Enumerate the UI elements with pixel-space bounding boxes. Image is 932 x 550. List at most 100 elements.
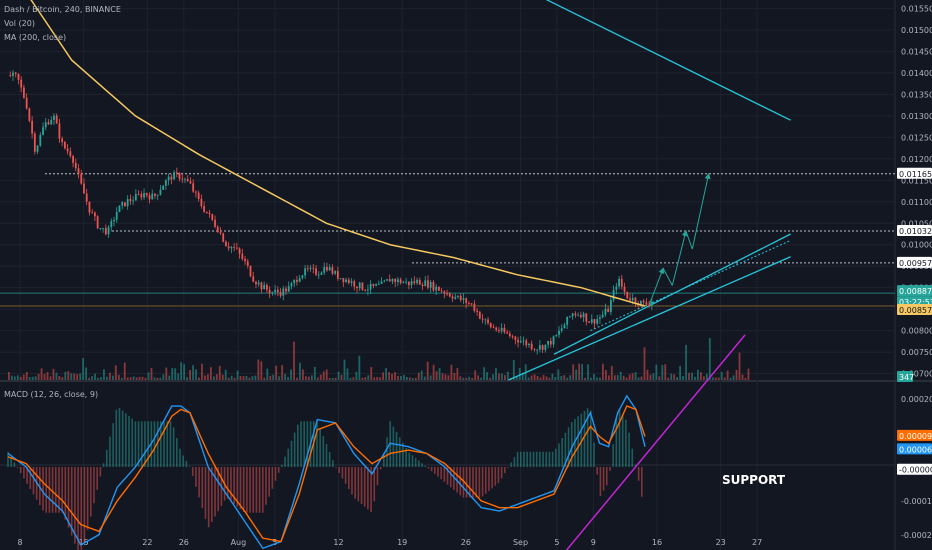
- macd-histogram-bar: [67, 467, 70, 528]
- date-tick-label: Aug: [231, 538, 247, 547]
- macd-histogram-bar: [545, 451, 548, 467]
- volume-bar: [70, 373, 73, 380]
- volume-bar: [676, 377, 679, 380]
- candle-body: [14, 72, 17, 74]
- candle-body: [413, 281, 416, 284]
- date-tick-label: 23: [716, 538, 726, 547]
- macd-histogram-bar: [166, 421, 169, 467]
- candle-body: [293, 279, 296, 284]
- candle-body: [9, 75, 12, 76]
- candle-body: [88, 201, 91, 213]
- macd-histogram-bar: [513, 457, 516, 467]
- candle-body: [454, 296, 457, 299]
- candle-body: [233, 246, 236, 248]
- volume-bar: [313, 366, 316, 380]
- volume-bar: [221, 374, 224, 380]
- volume-bar: [468, 376, 471, 380]
- volume-bar: [602, 363, 604, 380]
- macd-histogram-bar: [281, 464, 283, 467]
- macd-histogram-bar: [226, 467, 229, 499]
- macd-histogram-bar: [284, 456, 286, 467]
- volume-bar: [97, 377, 99, 380]
- volume-bar: [420, 370, 423, 380]
- macd-histogram-bar: [402, 442, 404, 467]
- candle-body: [555, 334, 558, 337]
- volume-bar: [325, 369, 328, 380]
- macd-histogram-bar: [207, 467, 210, 528]
- volume-bar: [165, 367, 168, 380]
- macd-histogram-bar: [602, 467, 605, 491]
- macd-histogram-bar: [609, 467, 611, 471]
- volume-bar: [79, 373, 82, 380]
- macd-histogram-bar: [532, 451, 535, 467]
- volume-bar: [189, 370, 191, 380]
- macd-axis-label: -0.000008: [899, 466, 932, 475]
- price-axis-label: 0.008873: [899, 287, 932, 296]
- volume-bar: [625, 377, 628, 380]
- volume-bar: [590, 377, 592, 380]
- macd-histogram-bar: [77, 467, 79, 550]
- volume-bar: [37, 373, 40, 380]
- candle-body: [541, 345, 544, 350]
- candle-body: [227, 246, 230, 249]
- volume-bar: [296, 377, 298, 380]
- volume-bar: [373, 377, 376, 380]
- macd-histogram-bar: [246, 467, 248, 513]
- candle-body: [50, 119, 53, 125]
- volume-bar: [705, 373, 708, 380]
- candle-body: [407, 281, 410, 286]
- macd-histogram-bar: [191, 467, 194, 477]
- date-tick-label: 5: [272, 538, 277, 547]
- candle-body: [47, 122, 50, 125]
- macd-indicator-label: MACD (12, 26, close, 9): [4, 390, 99, 399]
- candle-body: [31, 120, 34, 134]
- macd-histogram-bar: [418, 460, 420, 467]
- candle-body: [216, 226, 219, 233]
- volume-bar: [741, 374, 744, 380]
- macd-histogram-bar: [424, 465, 427, 467]
- volume-bar: [738, 352, 741, 380]
- projection-arrow: [671, 230, 688, 286]
- macd-histogram-bar: [344, 467, 347, 484]
- date-tick-label: 26: [461, 538, 471, 547]
- volume-bar: [126, 377, 129, 380]
- macd-histogram-bar: [211, 467, 213, 522]
- candle-body: [481, 318, 484, 320]
- macd-histogram-bar: [61, 467, 63, 513]
- volume-bar: [691, 372, 693, 380]
- candle-body: [579, 314, 582, 318]
- volume-bar: [168, 375, 171, 380]
- volume-bar: [723, 377, 726, 380]
- macd-histogram-bar: [258, 467, 261, 513]
- volume-bar: [417, 372, 420, 380]
- volume-bar: [340, 374, 343, 380]
- macd-histogram-bar: [147, 421, 149, 467]
- macd-histogram-bar: [628, 432, 630, 467]
- volume-bar: [599, 377, 601, 380]
- candle-body: [317, 274, 320, 276]
- candle-body: [525, 340, 528, 346]
- candle-body: [473, 303, 476, 311]
- channel-dotted-line: [590, 239, 791, 332]
- volume-bar: [91, 376, 93, 380]
- candle-body: [522, 340, 525, 342]
- volume-bar: [655, 364, 658, 380]
- volume-bar: [447, 375, 450, 380]
- candle-body: [265, 284, 268, 290]
- candle-body: [154, 193, 156, 196]
- volume-bar: [299, 362, 301, 380]
- macd-histogram-bar: [115, 409, 118, 467]
- candle-body: [271, 292, 274, 294]
- candle-body: [25, 97, 28, 109]
- candle-body: [184, 178, 186, 180]
- candle-body: [241, 253, 244, 259]
- candle-body: [465, 298, 468, 304]
- candle-body: [173, 172, 175, 180]
- candle-body: [285, 288, 287, 292]
- volume-bar: [391, 373, 393, 380]
- macd-histogram-bar: [128, 415, 130, 467]
- macd-histogram-bar: [523, 451, 525, 467]
- candle-body: [645, 302, 648, 305]
- volume-bar: [554, 376, 557, 380]
- candle-body: [129, 199, 132, 202]
